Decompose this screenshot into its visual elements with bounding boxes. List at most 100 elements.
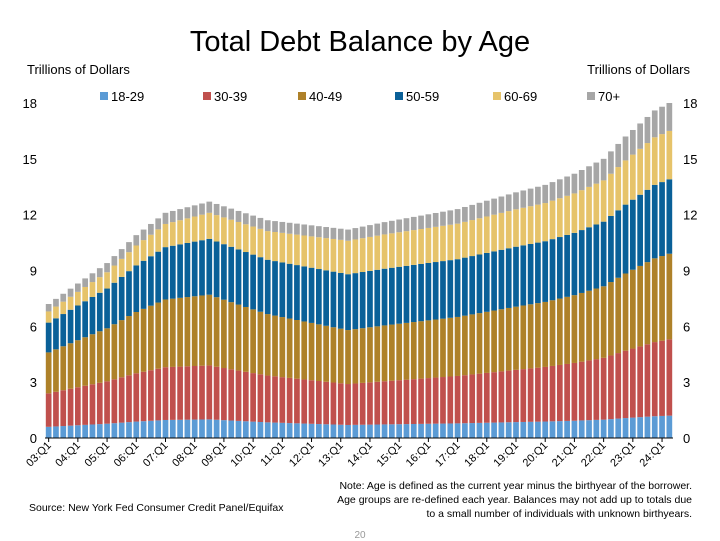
bar-segment-18-29 <box>294 423 300 438</box>
bar-segment-50-59 <box>286 263 293 319</box>
bar-segment-30-39 <box>542 366 549 422</box>
bar-segment-60-69 <box>118 258 125 277</box>
bar-segment-60-69 <box>520 207 527 246</box>
bar-segment-30-39 <box>629 348 636 418</box>
bar-segment-70+ <box>644 116 651 144</box>
bar-segment-18-29 <box>184 419 191 438</box>
bar-segment-70+ <box>593 162 600 184</box>
bar-segment-30-39 <box>82 385 89 425</box>
bar-segment-40-49 <box>498 309 505 372</box>
bar-segment-50-59 <box>505 248 512 308</box>
bar-segment-70+ <box>476 202 483 219</box>
bar-segment-30-39 <box>221 368 227 421</box>
bar-segment-18-29 <box>542 421 549 438</box>
bar-segment-18-29 <box>191 419 198 438</box>
bar-segment-70+ <box>542 184 549 204</box>
bar-segment-50-59 <box>615 210 622 278</box>
x-tick-label: 22:Q1 <box>579 440 609 470</box>
bar-segment-70+ <box>491 198 497 215</box>
bar-segment-50-59 <box>104 288 110 329</box>
bar-segment-40-49 <box>177 297 183 367</box>
bar-segment-40-49 <box>447 317 454 377</box>
bar-segment-60-69 <box>155 229 162 252</box>
bar-segment-18-29 <box>89 424 96 438</box>
legend-swatch <box>100 92 108 100</box>
bar-segment-60-69 <box>294 234 300 266</box>
bar-segment-18-29 <box>111 423 118 438</box>
bar-segment-70+ <box>272 221 278 232</box>
bar-segment-50-59 <box>651 184 658 259</box>
bar-segment-18-29 <box>96 424 103 438</box>
bar-segment-50-59 <box>374 269 381 327</box>
x-tick-label: 07:Q1 <box>141 440 171 470</box>
bar-segment-30-39 <box>352 383 359 425</box>
bar-segment-70+ <box>213 203 220 216</box>
bar-segment-18-29 <box>600 419 607 438</box>
bar-segment-60-69 <box>257 228 264 258</box>
bar-segment-60-69 <box>454 223 461 260</box>
bar-segment-40-49 <box>323 325 329 382</box>
bar-segment-50-59 <box>469 256 476 315</box>
bar-segment-70+ <box>118 249 125 259</box>
bar-segment-18-29 <box>483 422 490 438</box>
legend-swatch <box>493 92 501 100</box>
bar-segment-50-59 <box>169 245 176 299</box>
bar-segment-40-49 <box>330 327 337 383</box>
bar-segment-50-59 <box>82 301 89 338</box>
bar-segment-60-69 <box>111 265 118 283</box>
bar-segment-18-29 <box>352 424 359 438</box>
bar-segment-50-59 <box>111 282 118 325</box>
bar-segment-40-49 <box>564 296 570 364</box>
bar-segment-50-59 <box>447 260 454 318</box>
x-tick-label: 03:Q1 <box>24 440 54 470</box>
bar-segment-50-59 <box>389 267 395 325</box>
bar-segment-50-59 <box>593 224 600 289</box>
x-tick-label: 12:Q1 <box>287 440 317 470</box>
bar-segment-30-39 <box>586 360 592 421</box>
bar-segment-60-69 <box>315 237 322 270</box>
bar-segment-30-39 <box>264 375 271 423</box>
bar-segment-70+ <box>622 136 629 161</box>
bar-segment-60-69 <box>337 239 344 273</box>
bar-segment-30-39 <box>637 346 643 418</box>
x-tick-label: 15:Q1 <box>375 440 405 470</box>
bar-segment-40-49 <box>294 320 300 379</box>
bar-segment-50-59 <box>483 252 490 312</box>
bar-segment-30-39 <box>133 373 140 422</box>
bar-segment-50-59 <box>586 227 592 291</box>
bar-segment-60-69 <box>169 222 176 246</box>
bar-segment-30-39 <box>498 371 505 423</box>
bar-segment-70+ <box>389 220 395 234</box>
bar-segment-50-59 <box>337 272 344 329</box>
bar-segment-18-29 <box>578 420 585 438</box>
bar-segment-60-69 <box>323 238 329 271</box>
x-tick-label: 20:Q1 <box>521 440 551 470</box>
bar-segment-50-59 <box>315 269 322 325</box>
bar-segment-30-39 <box>454 375 461 424</box>
x-tick-label: 05:Q1 <box>83 440 113 470</box>
legend-label: 30-39 <box>214 89 248 104</box>
bar-segment-70+ <box>199 203 205 215</box>
x-tick-label: 16:Q1 <box>404 440 434 470</box>
bar-segment-30-39 <box>374 381 381 425</box>
bar-segment-60-69 <box>469 220 476 257</box>
bar-segment-18-29 <box>279 422 286 438</box>
bar-segment-18-29 <box>323 424 329 438</box>
bar-segment-18-29 <box>213 419 220 438</box>
bar-segment-50-59 <box>242 252 249 307</box>
bar-segment-40-49 <box>549 300 556 366</box>
bar-segment-18-29 <box>462 423 468 438</box>
bar-segment-70+ <box>286 222 293 234</box>
bar-segment-30-39 <box>279 377 286 423</box>
bar-segment-40-49 <box>104 328 110 382</box>
bar-segment-40-49 <box>140 308 147 372</box>
bar-segment-40-49 <box>286 318 293 378</box>
bar-segment-60-69 <box>535 204 541 243</box>
bar-segment-30-39 <box>571 362 578 421</box>
bar-segment-50-59 <box>491 251 497 311</box>
bar-segment-40-49 <box>440 318 446 378</box>
bar-segment-40-49 <box>644 262 651 345</box>
bar-segment-30-39 <box>250 373 256 422</box>
bar-segment-50-59 <box>352 273 359 330</box>
